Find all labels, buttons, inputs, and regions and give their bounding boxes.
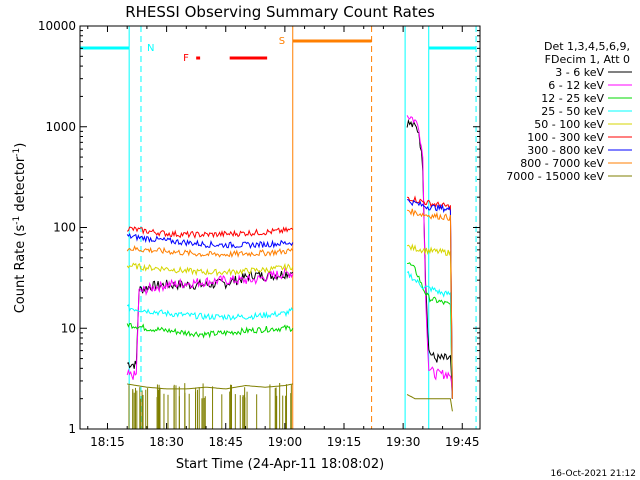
legend-label: 50 - 100 keV bbox=[534, 118, 604, 131]
series-line bbox=[127, 383, 293, 390]
legend-header: Det 1,3,4,5,6,9, bbox=[544, 40, 630, 53]
series-line bbox=[406, 115, 453, 399]
x-tick-label: 18:45 bbox=[208, 435, 243, 449]
series-line bbox=[406, 394, 453, 412]
flag-label: F bbox=[183, 53, 189, 64]
series-8 bbox=[127, 382, 453, 429]
legend-label: 7000 - 15000 keV bbox=[506, 170, 604, 183]
x-tick-label: 19:30 bbox=[386, 435, 421, 449]
y-label-part: ) bbox=[13, 143, 28, 148]
series-line bbox=[126, 262, 294, 277]
legend-label: 25 - 50 keV bbox=[541, 105, 604, 118]
axes: 18:15 18:30 18:45 19:00 19:15 19:30 19:45 1 10 10… bbox=[38, 19, 480, 449]
legend-header: FDecim 1, Att 0 bbox=[545, 53, 630, 66]
y-tick-label: 1000 bbox=[45, 120, 76, 134]
series-line bbox=[407, 199, 453, 399]
series-2 bbox=[126, 262, 453, 399]
series-line bbox=[407, 195, 453, 399]
x-tick-label: 19:45 bbox=[445, 435, 480, 449]
y-axis-label: Count Rate (s-1 detector-1) bbox=[12, 143, 28, 314]
x-axis-label: Start Time (24-Apr-11 18:08:02) bbox=[176, 457, 384, 472]
y-tick-label: 10000 bbox=[38, 19, 76, 33]
y-label-part: detector bbox=[13, 156, 28, 216]
series-line bbox=[406, 118, 453, 399]
y-label-sup: -1 bbox=[12, 148, 22, 157]
x-tick-label: 19:15 bbox=[327, 435, 362, 449]
legend-label: 3 - 6 keV bbox=[555, 66, 604, 79]
series-line bbox=[406, 243, 453, 399]
flag-label: N bbox=[147, 43, 154, 54]
y-label-sup: -1 bbox=[12, 216, 22, 225]
y-tick-label: 100 bbox=[53, 221, 76, 235]
legend-label: 100 - 300 keV bbox=[527, 131, 604, 144]
legend-label: 6 - 12 keV bbox=[548, 79, 604, 92]
series-line bbox=[406, 208, 453, 399]
series-line bbox=[126, 322, 294, 339]
series-line bbox=[126, 303, 294, 321]
y-label-part: Count Rate (s bbox=[13, 225, 28, 314]
legend-label: 800 - 7000 keV bbox=[520, 157, 604, 170]
series-line bbox=[126, 232, 294, 250]
footer-date: 16-Oct-2021 21:12 bbox=[551, 469, 636, 479]
y-tick-label: 10 bbox=[61, 321, 76, 335]
y-tick-label: 1 bbox=[68, 422, 76, 436]
series-line bbox=[406, 270, 453, 399]
series-4 bbox=[126, 243, 453, 399]
legend-label: 300 - 800 keV bbox=[527, 144, 604, 157]
series-line bbox=[126, 226, 294, 240]
series-1 bbox=[126, 115, 453, 399]
series-5 bbox=[126, 195, 453, 399]
x-tick-label: 18:30 bbox=[149, 435, 184, 449]
series-6 bbox=[126, 199, 453, 399]
series-line bbox=[126, 245, 294, 259]
legend: Det 1,3,4,5,6,9,FDecim 1, Att 03 - 6 keV… bbox=[506, 40, 632, 183]
plot-area: N F S bbox=[79, 26, 477, 429]
series-7 bbox=[126, 208, 453, 399]
series-line bbox=[407, 262, 453, 399]
series-line bbox=[126, 267, 294, 380]
x-tick-label: 18:15 bbox=[90, 435, 125, 449]
x-tick-label: 19:00 bbox=[268, 435, 303, 449]
chart-title: RHESSI Observing Summary Count Rates bbox=[125, 3, 435, 21]
flag-label: S bbox=[279, 36, 285, 47]
series-3 bbox=[126, 270, 453, 399]
legend-label: 12 - 25 keV bbox=[541, 92, 604, 105]
